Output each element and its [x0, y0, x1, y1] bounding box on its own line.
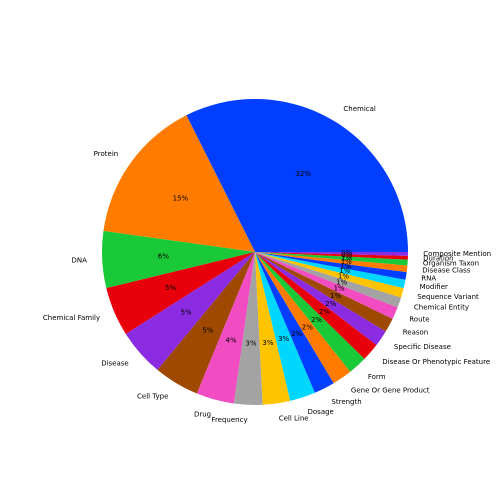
- value-label: 2%: [291, 330, 302, 338]
- pie-slice: [255, 252, 398, 319]
- pie-slice: [103, 115, 255, 252]
- pie-slice: [255, 252, 408, 266]
- value-label: 1%: [341, 254, 352, 262]
- value-label: 2%: [325, 300, 336, 308]
- value-label: 3%: [278, 335, 289, 343]
- pie-slice: [255, 252, 402, 308]
- pie-slice: [255, 252, 291, 405]
- slice-label: Chemical Family: [43, 314, 100, 322]
- pie-slice: [157, 252, 255, 394]
- value-label: 5%: [165, 284, 176, 292]
- slice-label: RNA: [421, 274, 436, 282]
- value-label: 6%: [158, 253, 169, 261]
- slice-label: Cell Type: [137, 392, 168, 400]
- value-label: 1%: [339, 267, 350, 275]
- value-label: 32%: [295, 170, 311, 178]
- value-label: 0%: [341, 249, 352, 257]
- slice-label: Frequency: [211, 416, 247, 424]
- value-label: 1%: [336, 278, 347, 286]
- slice-label: Route: [409, 315, 429, 323]
- value-label: 5%: [181, 309, 192, 317]
- pie-slice: [255, 252, 315, 401]
- value-label: 0%: [341, 251, 352, 259]
- slice-label: Dosage: [308, 408, 334, 416]
- pie-slice: [255, 252, 334, 393]
- value-label: 2%: [302, 323, 313, 331]
- value-label: 1%: [330, 292, 341, 300]
- slice-label: Disease Or Phenotypic Feature: [382, 358, 490, 366]
- value-label: 4%: [226, 337, 237, 345]
- slice-label: Disease: [101, 359, 129, 367]
- pie-slice: [255, 252, 351, 384]
- slice-label: Cell Line: [279, 415, 309, 423]
- value-label: 1%: [334, 285, 345, 293]
- pie-slice: [125, 252, 255, 370]
- pie-slice: [255, 252, 365, 372]
- value-label: 15%: [173, 195, 189, 203]
- pie-slice: [106, 252, 255, 334]
- value-label: 2%: [311, 316, 322, 324]
- slice-label: Chemical Entity: [414, 304, 469, 312]
- value-label: 5%: [202, 327, 213, 335]
- slice-label: DNA: [71, 256, 87, 264]
- pie-slice: [255, 252, 408, 260]
- slice-label: Strength: [331, 398, 361, 406]
- pie-slice: [255, 252, 407, 280]
- pie-slice: [255, 252, 377, 359]
- slice-label: Reason: [403, 329, 429, 337]
- pie-slice: [196, 252, 255, 404]
- pie-slice: [255, 252, 386, 346]
- slice-label: Sequence Variant: [417, 293, 479, 301]
- slice-label: Organism Taxon: [423, 260, 479, 268]
- slice-label: Drug: [194, 410, 211, 418]
- slice-label: Gene Or Gene Product: [351, 386, 430, 394]
- pie-slice: [255, 252, 408, 273]
- value-label: 1%: [338, 273, 349, 281]
- value-label: 2%: [319, 308, 330, 316]
- value-label: 1%: [341, 258, 352, 266]
- slice-label: Composite Mention: [423, 250, 491, 258]
- pie-slice: [255, 252, 393, 332]
- pie-slice: [186, 98, 408, 252]
- pie-slice: [102, 230, 255, 289]
- value-label: 1%: [340, 262, 351, 270]
- slice-label: Modifier: [420, 283, 448, 291]
- slice-label: Form: [368, 373, 386, 381]
- slice-label: Protein: [94, 150, 119, 158]
- pie-slice: [255, 252, 406, 289]
- pie-slice: [255, 252, 408, 256]
- slice-label: Specific Disease: [394, 343, 451, 351]
- value-label: 3%: [245, 340, 256, 348]
- slice-label: Disease Class: [422, 266, 471, 274]
- pie-slice: [233, 252, 263, 406]
- pie-slice: [255, 252, 404, 298]
- slice-label: Duration: [423, 254, 453, 262]
- slice-label: Chemical: [343, 105, 376, 113]
- value-label: 3%: [262, 339, 273, 347]
